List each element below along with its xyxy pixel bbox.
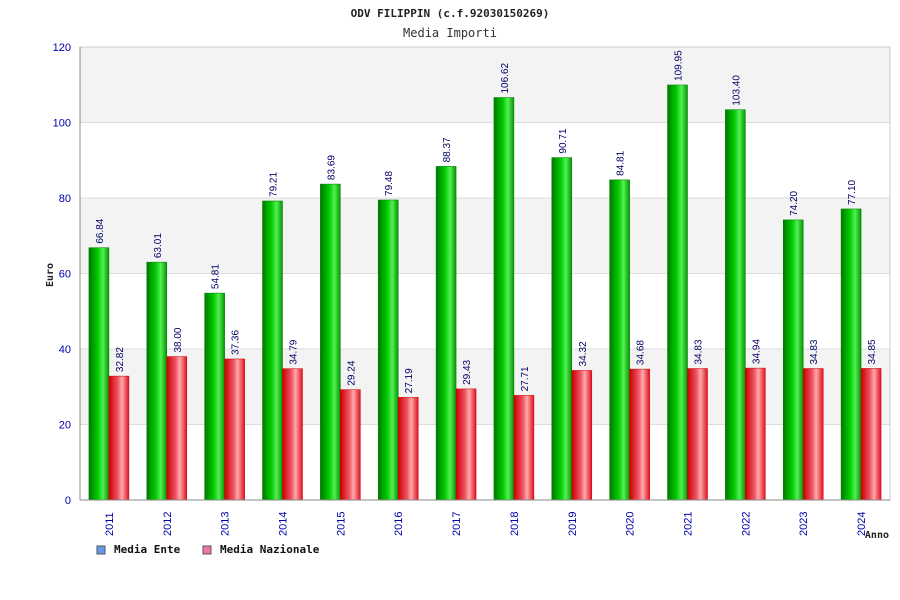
bar-media-ente-2018 — [493, 97, 515, 501]
bar-media-nazionale-2017 — [455, 388, 477, 501]
data-label-media-ente-2024: 77.10 — [847, 179, 858, 204]
grid-band — [80, 47, 890, 123]
bar-media-ente-2011 — [88, 247, 110, 501]
data-label-media-ente-2023: 74.20 — [789, 190, 800, 215]
data-label-media-ente-2015: 83.69 — [326, 155, 337, 180]
bar-media-ente-2013 — [204, 292, 225, 501]
x-tick-label-2014: 2014 — [278, 512, 290, 536]
bar-media-ente-2024 — [840, 208, 862, 501]
bar-media-nazionale-2011 — [108, 375, 130, 501]
data-label-media-ente-2012: 63.01 — [153, 233, 164, 258]
data-label-media-nazionale-2015: 29.24 — [346, 360, 357, 385]
bar-media-ente-2022 — [725, 109, 746, 501]
data-label-media-nazionale-2013: 37.36 — [231, 330, 242, 355]
y-axis-label: Euro — [45, 263, 56, 287]
data-label-media-nazionale-2024: 34.85 — [867, 339, 878, 364]
bar-media-ente-2014 — [262, 200, 283, 501]
grid-band — [80, 273, 890, 349]
x-axis-label: Anno — [865, 530, 889, 541]
data-label-media-ente-2017: 88.37 — [442, 137, 453, 162]
bar-media-nazionale-2023 — [802, 368, 824, 501]
bar-media-nazionale-2016 — [397, 397, 419, 501]
y-tick-label: 120 — [53, 42, 71, 54]
x-tick-label-2015: 2015 — [335, 512, 347, 536]
data-label-media-nazionale-2017: 29.43 — [462, 359, 473, 384]
x-tick-label-2021: 2021 — [683, 512, 695, 536]
y-tick-label: 40 — [59, 344, 71, 356]
x-tick-label-2019: 2019 — [567, 512, 579, 536]
data-label-media-ente-2018: 106.62 — [500, 62, 511, 93]
legend-swatch-media-ente — [96, 545, 106, 555]
data-label-media-nazionale-2011: 32.82 — [115, 347, 126, 372]
x-axis: 2011 2012 2013 2014 2015 2016 2017 2018 2019 2020… — [80, 499, 890, 536]
bar-media-ente-2012 — [146, 261, 168, 501]
x-tick-label-2012: 2012 — [162, 512, 174, 536]
bar-media-nazionale-2024 — [860, 368, 882, 501]
data-label-media-nazionale-2012: 38.00 — [173, 327, 184, 352]
legend-label-media-ente: Media Ente — [114, 543, 181, 556]
grid-bands — [79, 46, 891, 501]
data-label-media-ente-2016: 79.48 — [384, 171, 395, 196]
bar-media-ente-2015 — [320, 183, 341, 501]
y-tick-label: 100 — [53, 118, 71, 130]
bar-media-nazionale-2020 — [629, 368, 650, 501]
data-label-media-nazionale-2022: 34.94 — [751, 339, 762, 364]
bar-media-nazionale-2015 — [340, 389, 361, 501]
bar-media-nazionale-2014 — [282, 368, 303, 501]
bar-media-ente-2023 — [782, 219, 804, 501]
x-tick-label-2024: 2024 — [856, 512, 868, 536]
grid-band — [80, 424, 890, 500]
data-label-media-nazionale-2021: 34.83 — [694, 339, 705, 364]
data-label-media-nazionale-2019: 34.32 — [578, 341, 589, 366]
data-label-media-nazionale-2016: 27.19 — [404, 368, 415, 393]
bar-media-ente-2020 — [609, 179, 630, 501]
data-label-media-nazionale-2014: 34.79 — [289, 339, 300, 364]
data-label-media-ente-2019: 90.71 — [558, 128, 569, 153]
data-label-media-ente-2022: 103.40 — [731, 75, 742, 106]
x-tick-label-2018: 2018 — [509, 512, 521, 536]
x-tick-label-2011: 2011 — [104, 512, 116, 536]
x-tick-label-2020: 2020 — [625, 512, 637, 536]
y-axis: 0 20 40 60 80 100 120 — [53, 42, 81, 507]
y-tick-label: 20 — [59, 420, 71, 432]
data-label-media-ente-2011: 66.84 — [95, 218, 106, 243]
bar-media-ente-2016 — [377, 199, 399, 501]
data-label-media-nazionale-2023: 34.83 — [809, 339, 820, 364]
legend-label-media-nazionale: Media Nazionale — [220, 543, 320, 556]
x-tick-label-2017: 2017 — [451, 512, 463, 536]
grid-band — [80, 198, 890, 274]
x-tick-label-2022: 2022 — [740, 512, 752, 536]
bar-media-nazionale-2018 — [513, 395, 535, 501]
data-label-media-nazionale-2018: 27.71 — [520, 366, 531, 391]
x-tick-label-2023: 2023 — [798, 512, 810, 536]
grid-band — [80, 122, 890, 198]
bar-media-nazionale-2012 — [166, 356, 188, 501]
legend-swatch-media-nazionale — [202, 545, 212, 555]
bar-media-nazionale-2021 — [687, 368, 708, 501]
bar-media-nazionale-2013 — [224, 358, 245, 501]
x-tick-label-2013: 2013 — [220, 512, 232, 536]
bar-media-nazionale-2022 — [745, 367, 766, 501]
bar-media-nazionale-2019 — [571, 370, 593, 501]
bar-media-ente-2017 — [435, 166, 457, 501]
bars-group: 66.84 32.82 63.01 38.00 54.81 37.36 79.21 34.79… — [88, 50, 882, 501]
y-tick-label: 0 — [65, 495, 71, 507]
data-label-media-ente-2013: 54.81 — [211, 264, 222, 289]
y-tick-label: 60 — [59, 269, 71, 281]
data-label-media-ente-2021: 109.95 — [674, 50, 685, 81]
data-label-media-nazionale-2020: 34.68 — [636, 340, 647, 365]
chart-subtitle: Media Importi — [403, 26, 497, 40]
grid-band — [80, 349, 890, 425]
chart-title: ODV FILIPPIN (c.f.92030150269) — [351, 7, 550, 20]
data-label-media-ente-2014: 79.21 — [269, 172, 280, 197]
y-tick-label: 80 — [59, 193, 71, 205]
bar-media-ente-2019 — [551, 157, 573, 501]
bar-media-ente-2021 — [667, 84, 688, 501]
data-label-media-ente-2020: 84.81 — [616, 150, 627, 175]
x-tick-label-2016: 2016 — [393, 512, 405, 536]
legend: Media Ente Media Nazionale — [96, 543, 320, 556]
